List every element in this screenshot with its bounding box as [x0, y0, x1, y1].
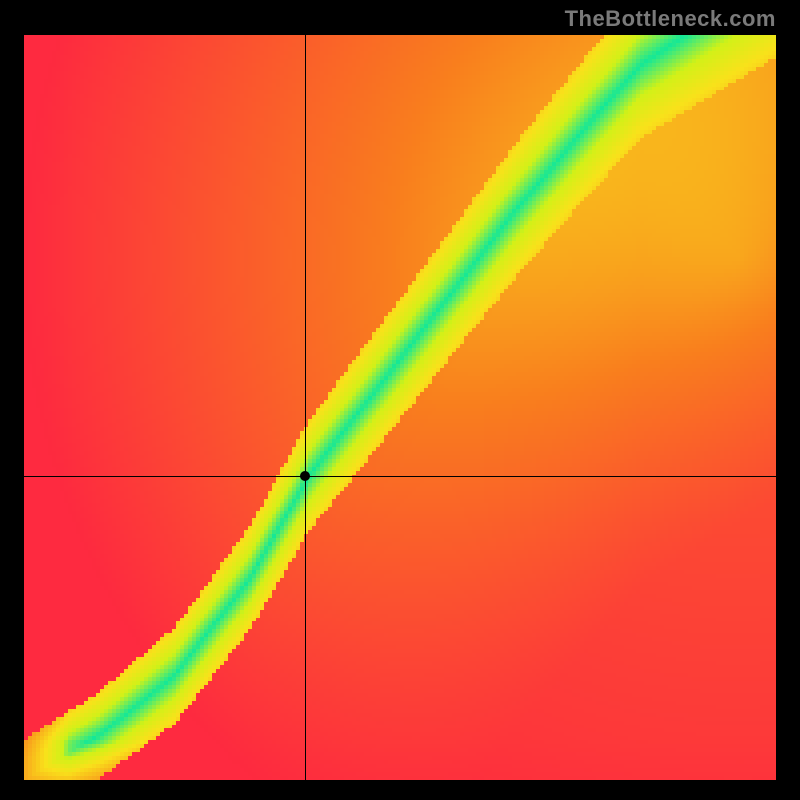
crosshair-horizontal [24, 476, 776, 477]
crosshair-vertical [305, 35, 306, 780]
watermark-text: TheBottleneck.com [565, 6, 776, 32]
crosshair-marker[interactable] [300, 471, 310, 481]
heatmap-canvas [24, 35, 776, 780]
bottleneck-heatmap [24, 35, 776, 780]
